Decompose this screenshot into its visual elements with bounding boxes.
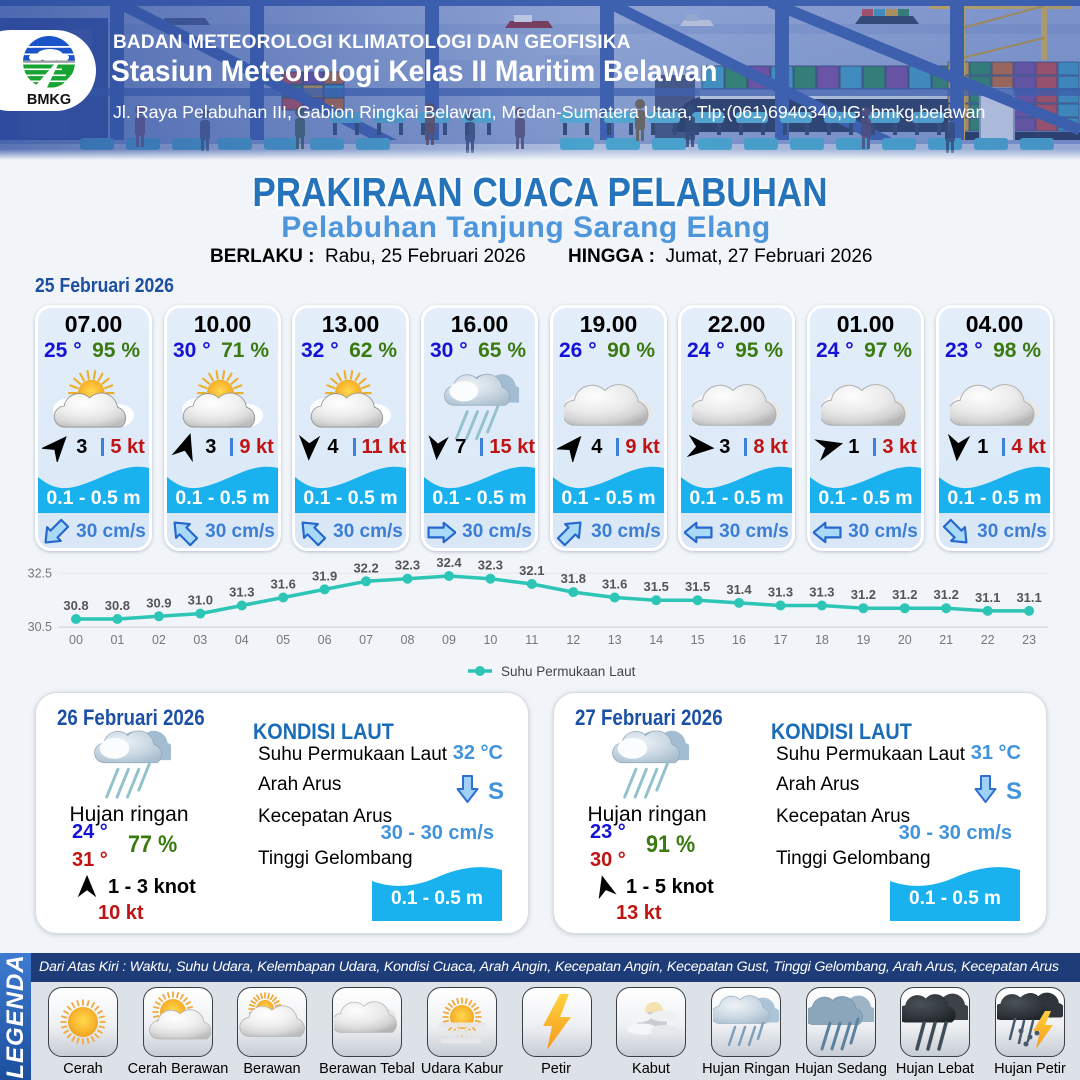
svg-text:30.5: 30.5 bbox=[28, 620, 52, 634]
svg-text:31.1: 31.1 bbox=[975, 590, 1000, 605]
svg-text:32.4: 32.4 bbox=[436, 558, 462, 570]
svg-text:19: 19 bbox=[856, 633, 870, 647]
svg-text:06: 06 bbox=[318, 633, 332, 647]
svg-text:05: 05 bbox=[276, 633, 290, 647]
svg-text:09: 09 bbox=[442, 633, 456, 647]
svg-text:31.3: 31.3 bbox=[809, 585, 834, 600]
svg-text:21: 21 bbox=[939, 633, 953, 647]
svg-text:31.4: 31.4 bbox=[726, 582, 752, 597]
svg-text:30.8: 30.8 bbox=[105, 598, 130, 613]
svg-text:31.3: 31.3 bbox=[768, 585, 793, 600]
svg-text:08: 08 bbox=[401, 633, 415, 647]
svg-text:31.1: 31.1 bbox=[1016, 590, 1041, 605]
svg-text:31.2: 31.2 bbox=[934, 587, 959, 602]
svg-text:31.0: 31.0 bbox=[188, 593, 213, 608]
svg-text:31.8: 31.8 bbox=[561, 571, 586, 586]
svg-text:32.3: 32.3 bbox=[395, 558, 420, 573]
svg-text:30.9: 30.9 bbox=[146, 595, 171, 610]
svg-text:11: 11 bbox=[525, 633, 538, 647]
svg-text:31.9: 31.9 bbox=[312, 568, 337, 583]
svg-text:31.6: 31.6 bbox=[271, 577, 296, 592]
svg-text:32.2: 32.2 bbox=[353, 560, 378, 575]
svg-text:16: 16 bbox=[732, 633, 746, 647]
svg-text:32.3: 32.3 bbox=[478, 558, 503, 573]
svg-text:10: 10 bbox=[483, 633, 497, 647]
svg-text:Suhu Permukaan Laut: Suhu Permukaan Laut bbox=[501, 664, 636, 679]
svg-text:13: 13 bbox=[608, 633, 622, 647]
svg-text:23: 23 bbox=[1022, 633, 1036, 647]
svg-text:31.5: 31.5 bbox=[685, 579, 710, 594]
svg-text:BMKG: BMKG bbox=[27, 92, 71, 108]
svg-text:30.8: 30.8 bbox=[63, 598, 88, 613]
svg-text:02: 02 bbox=[152, 633, 166, 647]
svg-text:31.2: 31.2 bbox=[892, 587, 917, 602]
svg-text:04: 04 bbox=[235, 633, 249, 647]
svg-text:15: 15 bbox=[691, 633, 705, 647]
svg-text:00: 00 bbox=[69, 633, 83, 647]
svg-text:31.2: 31.2 bbox=[851, 587, 876, 602]
svg-text:03: 03 bbox=[193, 633, 207, 647]
svg-text:17: 17 bbox=[774, 633, 788, 647]
svg-text:32.1: 32.1 bbox=[519, 563, 544, 578]
svg-text:31.6: 31.6 bbox=[602, 577, 627, 592]
svg-text:18: 18 bbox=[815, 633, 829, 647]
svg-text:22: 22 bbox=[981, 633, 995, 647]
svg-text:01: 01 bbox=[110, 633, 124, 647]
svg-text:14: 14 bbox=[649, 633, 663, 647]
svg-text:32.5: 32.5 bbox=[28, 566, 52, 580]
svg-text:31.3: 31.3 bbox=[229, 585, 254, 600]
svg-text:31.5: 31.5 bbox=[644, 579, 669, 594]
svg-text:20: 20 bbox=[898, 633, 912, 647]
svg-text:07: 07 bbox=[359, 633, 373, 647]
svg-text:12: 12 bbox=[566, 633, 580, 647]
